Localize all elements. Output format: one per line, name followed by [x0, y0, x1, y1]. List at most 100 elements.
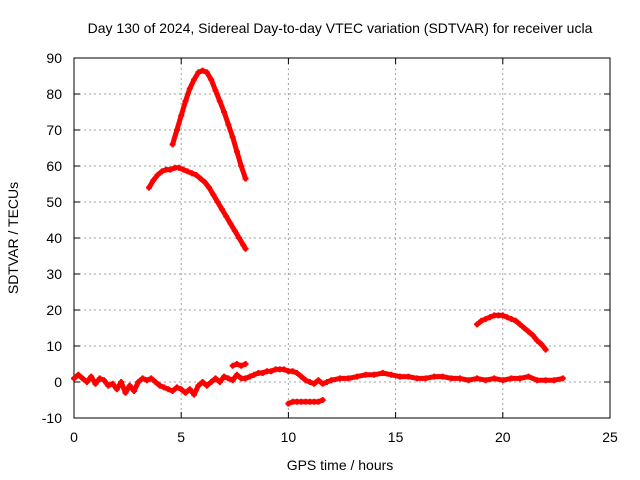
data-point [371, 371, 378, 378]
data-point [474, 321, 481, 328]
data-point [109, 380, 116, 387]
x-tick-label: 10 [281, 429, 297, 445]
data-point [203, 382, 210, 389]
data-point [354, 373, 361, 380]
data-point [92, 380, 99, 387]
data-point [315, 377, 322, 384]
y-tick-label: 40 [46, 230, 62, 246]
data-point [231, 227, 238, 234]
data-point [195, 69, 202, 76]
data-point [203, 69, 210, 76]
data-point [186, 85, 193, 92]
data-point [79, 375, 86, 382]
data-point [315, 398, 322, 405]
data-point [156, 382, 163, 389]
data-point [289, 368, 296, 375]
data-point [491, 375, 498, 382]
data-point [96, 375, 103, 382]
data-point [508, 316, 515, 322]
data-point [478, 317, 485, 324]
data-point [131, 388, 138, 394]
data-point [486, 314, 493, 321]
series-small-cluster-7-5-8h [229, 361, 249, 369]
data-point [199, 67, 206, 74]
data-point [499, 377, 506, 384]
data-point [208, 379, 215, 385]
data-point [135, 379, 142, 385]
data-point [379, 370, 386, 376]
data-point [191, 76, 198, 83]
data-point [396, 373, 403, 380]
data-point [534, 337, 541, 344]
y-tick-label: -10 [42, 410, 62, 426]
data-point [559, 375, 566, 382]
data-point [191, 391, 198, 398]
series-negative-segment-10-11-7h [285, 397, 326, 407]
data-point [182, 389, 189, 396]
data-point [154, 172, 161, 178]
data-point [242, 245, 249, 252]
data-point [242, 375, 249, 382]
data-point [311, 380, 318, 387]
data-point [214, 199, 221, 205]
data-point [542, 377, 549, 384]
data-point [173, 127, 180, 133]
series-trace [170, 68, 248, 182]
data-point [336, 375, 343, 382]
y-tick-label: 60 [46, 158, 62, 174]
data-point [126, 382, 133, 389]
data-point [345, 375, 352, 382]
x-tick-label: 0 [70, 429, 78, 445]
data-point [542, 346, 549, 353]
data-point [195, 382, 202, 389]
data-point [186, 386, 193, 393]
data-point [101, 377, 108, 384]
data-point [414, 375, 421, 382]
data-point [105, 382, 112, 389]
x-tick-label: 25 [602, 429, 618, 445]
data-point [225, 121, 232, 128]
data-point [206, 184, 213, 191]
data-point [165, 386, 172, 393]
data-point [521, 325, 528, 331]
data-point [538, 341, 545, 348]
data-point [218, 206, 225, 213]
data-point [182, 98, 189, 105]
data-point [83, 379, 90, 385]
data-point [199, 379, 206, 385]
data-point [242, 361, 249, 367]
data-point [529, 332, 536, 339]
data-point [246, 373, 253, 380]
y-tick-label: 70 [46, 122, 62, 138]
data-point [233, 371, 240, 378]
data-point [143, 377, 150, 384]
data-point [525, 373, 532, 380]
x-axis-ticks: 0 5 10 15 20 25 [70, 58, 618, 445]
data-point [71, 375, 77, 382]
data-point [323, 379, 330, 385]
data-point [285, 400, 292, 407]
data-point [221, 109, 228, 115]
data-point [148, 375, 155, 382]
chart-title: Day 130 of 2024, Sidereal Day-to-day VTE… [88, 20, 593, 36]
data-point [212, 87, 219, 94]
data-point [75, 371, 82, 378]
data-point [113, 386, 120, 393]
data-point [474, 375, 481, 382]
series-middle-arc [146, 164, 249, 252]
data-point [238, 362, 245, 369]
data-point [193, 172, 200, 178]
data-point [229, 134, 236, 141]
data-point [456, 375, 463, 382]
data-point [534, 377, 541, 384]
data-point [525, 328, 532, 335]
y-tick-label: 30 [46, 266, 62, 282]
data-point [152, 379, 159, 385]
data-point [422, 375, 429, 382]
y-tick-label: 20 [46, 302, 62, 318]
data-point [233, 361, 240, 367]
data-point [319, 397, 326, 403]
data-point [465, 377, 472, 384]
grid-lines [74, 58, 610, 418]
data-point [516, 321, 523, 328]
